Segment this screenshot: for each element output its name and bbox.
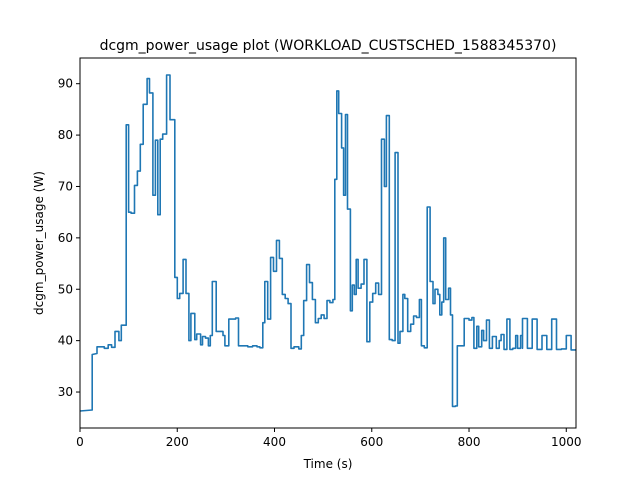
y-tick-label: 90 bbox=[58, 77, 73, 91]
y-tick-label: 50 bbox=[58, 282, 73, 296]
chart-title: dcgm_power_usage plot (WORKLOAD_CUSTSCHE… bbox=[100, 38, 557, 54]
x-tick-label: 200 bbox=[166, 435, 189, 449]
x-axis-label: Time (s) bbox=[303, 457, 353, 471]
y-tick-label: 30 bbox=[58, 385, 73, 399]
series-layer bbox=[79, 74, 576, 412]
y-tick-label: 40 bbox=[58, 334, 73, 348]
axes-frame bbox=[79, 57, 577, 429]
y-tick-label: 70 bbox=[58, 179, 73, 193]
x-tick-label: 800 bbox=[458, 435, 481, 449]
series-line-0 bbox=[79, 74, 576, 412]
x-tick-label: 400 bbox=[263, 435, 286, 449]
y-axis-label: dcgm_power_usage (W) bbox=[32, 171, 46, 315]
y-tick-label: 80 bbox=[58, 128, 73, 142]
x-tick-label: 0 bbox=[76, 435, 84, 449]
x-tick-label: 600 bbox=[360, 435, 383, 449]
x-tick-label: 1000 bbox=[551, 435, 582, 449]
axis-ticks: 0 200 400 600 800 1000 30 40 50 60 70 80 90 bbox=[58, 77, 582, 449]
y-tick-label: 60 bbox=[58, 231, 73, 245]
